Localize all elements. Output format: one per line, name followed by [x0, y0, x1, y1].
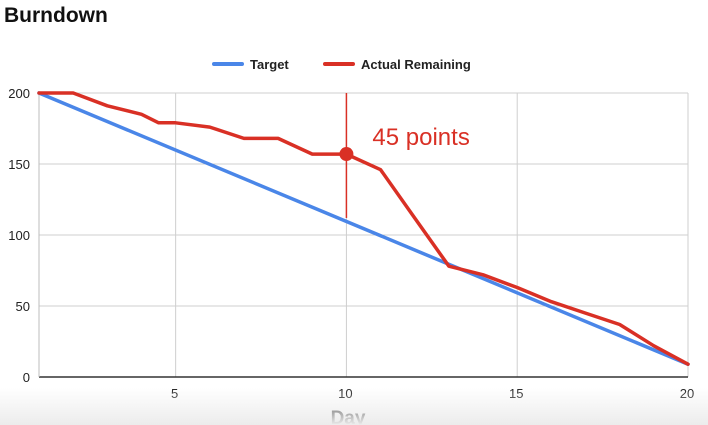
axis-labels: Day [331, 408, 366, 425]
y-tick-label: 100 [8, 228, 30, 243]
x-tick-label: 5 [171, 386, 178, 401]
series-layer [37, 91, 690, 366]
x-tick-label: 20 [680, 386, 694, 401]
axes: 0 50 100 150 200 5 10 15 20 [8, 86, 694, 401]
x-axis-label: Day [331, 408, 366, 425]
x-tick-label: 10 [338, 386, 352, 401]
chart-title: Burndown [4, 4, 108, 27]
legend-label: Actual Remaining [361, 57, 471, 72]
legend-label: Target [250, 57, 289, 72]
annotation-label: 45 points [372, 124, 469, 151]
series-line-target [37, 91, 690, 366]
y-tick-label: 0 [23, 370, 30, 385]
legend: Target Actual Remaining [212, 57, 471, 72]
x-tick-label: 15 [509, 386, 523, 401]
y-tick-label: 150 [8, 157, 30, 172]
grid-lines [39, 92, 689, 377]
y-tick-label: 200 [8, 86, 30, 101]
annotation-marker [339, 147, 354, 162]
y-tick-label: 50 [16, 299, 30, 314]
annotation-layer: 45 points [339, 93, 470, 218]
